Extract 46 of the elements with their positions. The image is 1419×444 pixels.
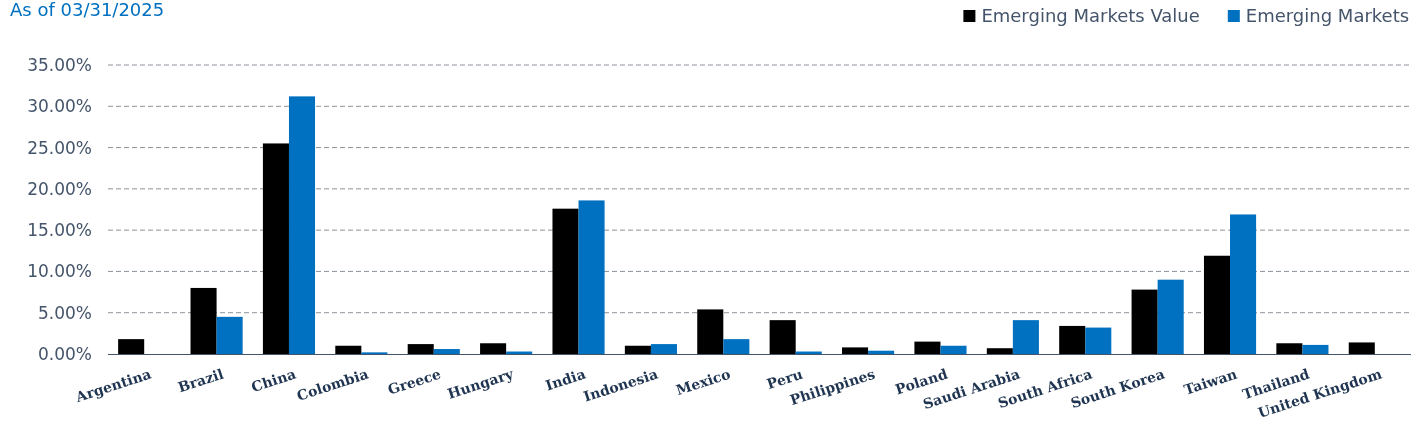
- bar: [650, 344, 677, 354]
- bar: [1012, 320, 1039, 354]
- x-tick-label: Greece: [385, 365, 443, 398]
- bar: [914, 341, 941, 354]
- x-tick-label: China: [249, 365, 298, 396]
- y-tick-label: 35.00%: [27, 54, 92, 75]
- bar: [407, 344, 434, 354]
- bar: [624, 345, 651, 354]
- bar: [118, 339, 145, 354]
- chart-title: As of 03/31/2025: [10, 0, 165, 20]
- x-tick-label: Taiwan: [1181, 365, 1239, 398]
- y-tick-label: 15.00%: [27, 220, 92, 241]
- bar: [697, 309, 724, 354]
- bar: [433, 349, 460, 354]
- y-tick-label: 20.00%: [27, 178, 92, 199]
- bar: [842, 347, 869, 354]
- bar: [1085, 327, 1112, 354]
- bar: [190, 287, 217, 354]
- y-tick-label: 0.00%: [37, 343, 92, 364]
- bar: [1131, 289, 1158, 354]
- y-tick-label: 25.00%: [27, 137, 92, 158]
- bar: [986, 348, 1013, 354]
- bar: [1203, 255, 1231, 354]
- bar: [288, 96, 316, 354]
- y-tick-label: 5.00%: [37, 302, 92, 323]
- bar: [262, 143, 289, 354]
- bar: [216, 316, 243, 354]
- bar: [335, 345, 362, 354]
- bar: [552, 208, 579, 354]
- y-tick-label: 10.00%: [27, 261, 92, 282]
- bar: [1059, 325, 1086, 354]
- bar: [578, 200, 605, 354]
- bar: [723, 339, 750, 354]
- legend-label: Emerging Markets Value: [981, 5, 1200, 26]
- y-tick-label: 30.00%: [27, 96, 92, 117]
- bar: [1348, 342, 1375, 354]
- bar: [769, 320, 796, 354]
- bar: [1276, 343, 1303, 354]
- bar: [868, 350, 895, 354]
- bar: [1157, 279, 1184, 354]
- bar: [1302, 344, 1329, 354]
- x-tick-label: Mexico: [674, 365, 733, 399]
- bar: [1230, 214, 1257, 354]
- bar: [480, 343, 507, 354]
- bar: [940, 345, 967, 354]
- legend-label: Emerging Markets: [1245, 5, 1410, 26]
